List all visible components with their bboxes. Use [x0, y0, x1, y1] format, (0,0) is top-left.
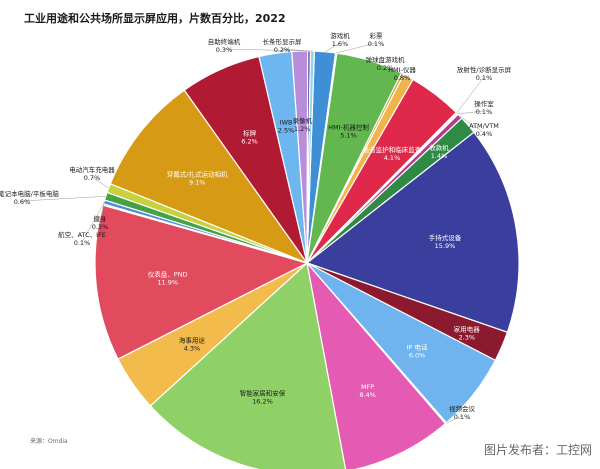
leader-lines — [21, 42, 485, 424]
slice-label-slice-1: 彩票 — [370, 31, 384, 40]
slice-value-slice-23: 6.2% — [241, 137, 258, 145]
slice-value-slice-1: 0.1% — [368, 40, 385, 48]
leader-line-slice-3 — [384, 66, 403, 75]
leader-line-atm-vtm-8 — [459, 115, 485, 134]
leader-line-slice-21 — [91, 176, 109, 189]
slice-value-ip-12: 6.0% — [409, 351, 426, 359]
leader-line-slice-20 — [21, 196, 106, 202]
leader-line-slice-6 — [456, 76, 485, 114]
slice-value-slice-3: 0.2% — [377, 64, 394, 72]
slice-value-slice-6: 0.1% — [476, 74, 493, 82]
slice-value-slice-20: 0.6% — [14, 198, 31, 206]
slice-value-slice-19: 0.3% — [92, 223, 109, 231]
leader-line-slice-7 — [457, 110, 485, 115]
slice-label-slice-22: 穿戴式/扎式运动相机 — [167, 169, 228, 178]
slice-label-slice-23: 标牌 — [243, 128, 257, 137]
slice-label-slice-7: 操作室 — [474, 99, 494, 108]
slice-label-atm-vtm-8: ATM/VTM — [469, 122, 499, 130]
slice-label-slice-20: 三防笔记本电脑/平板电脑 — [0, 189, 59, 198]
source-note: 来源：Omdia — [30, 438, 68, 445]
leader-line-slice-19 — [99, 201, 105, 227]
pie-slice-slice-15 — [149, 261, 347, 469]
slice-value-hmi-4: 0.8% — [394, 74, 411, 82]
pie-slice-slice-10 — [305, 131, 520, 334]
slice-label-slice-0: 游戏机 — [330, 31, 350, 40]
slice-label-slice-16: 海事用途 — [179, 336, 206, 345]
slice-value-slice-15: 16.2% — [252, 398, 273, 406]
slice-value-slice-9: 1.4% — [431, 152, 448, 160]
slice-value-slice-7: 0.1% — [476, 108, 493, 116]
slice-label-slice-25: 录像机 — [292, 116, 312, 125]
slice-label-pnd-17: 仪表盘、PND — [148, 270, 188, 279]
slice-value-slice-22: 9.1% — [189, 178, 206, 186]
pie-slices — [94, 50, 520, 469]
slice-value-atc-ife-18: 0.1% — [74, 239, 91, 247]
slice-label-atc-ife-18: 航空、ATC、IFE — [58, 230, 106, 239]
slice-value-slice-5: 4.1% — [384, 154, 401, 162]
slice-label-hmi-2: HMI-机器控制 — [328, 122, 369, 131]
slice-label-ip-12: IP 电话 — [407, 342, 428, 351]
slice-value-slice-16: 4.3% — [184, 345, 201, 353]
chart-title: 工业用途和公共场所显示屏应用，片数百分比，2022 — [24, 12, 286, 25]
slice-value-pnd-17: 11.9% — [157, 279, 178, 287]
slice-label-slice-21: 电动汽车充电器 — [69, 165, 115, 174]
pie-slice-pnd-17 — [94, 204, 309, 360]
slice-value-slice-25: 1.2% — [294, 125, 311, 133]
slice-label-slice-26: 长条形显示屏 — [263, 37, 303, 46]
leader-line-slice-1 — [336, 42, 377, 54]
slice-label-mfp-14: MFP — [361, 383, 374, 391]
pie-slice-slice-22 — [109, 89, 309, 265]
slice-label-slice-11: 家用电器 — [454, 325, 481, 334]
slice-label-slice-6: 放射性/诊断显示屏 — [457, 65, 512, 74]
slice-label-hmi-4: HMI-仪器 — [388, 66, 416, 74]
watermark-text: 图片发布者：工控网 — [483, 443, 592, 457]
pie-slice-mfp-14 — [306, 260, 447, 469]
slice-value-slice-10: 15.9% — [435, 242, 456, 250]
slice-value-slice-11: 2.3% — [459, 334, 476, 342]
slice-label-slice-10: 手持式设备 — [429, 233, 462, 242]
slice-value-slice-13: 0.1% — [454, 413, 471, 421]
slice-label-slice-19: 健身 — [94, 214, 108, 223]
slice-value-slice-0: 1.6% — [332, 40, 349, 48]
slice-labels: 游戏机1.6%彩票0.1%HMI-机器控制5.1%弹球盘游戏机0.2%HMI-仪… — [0, 31, 512, 421]
slice-value-hmi-2: 5.1% — [340, 131, 357, 139]
slice-value-mfp-14: 8.4% — [359, 391, 376, 399]
slice-value-slice-26: 0.2% — [274, 46, 291, 54]
slice-label-slice-13: 视频会议 — [449, 404, 476, 413]
slice-value-iwb-24: 2.5% — [278, 127, 295, 135]
slice-value-slice-27: 0.3% — [216, 46, 233, 54]
leader-line-slice-27 — [223, 48, 313, 52]
slice-label-slice-5: 患者监护和临床监查 — [363, 145, 422, 154]
leader-line-slice-13 — [445, 415, 463, 424]
slice-label-slice-15: 智能家居和安保 — [240, 389, 286, 398]
slice-label-slice-3: 弹球盘游戏机 — [366, 55, 406, 64]
slice-label-slice-27: 自助终端机 — [208, 37, 241, 46]
slice-label-slice-9: 收款机 — [429, 143, 449, 152]
slice-value-atm-vtm-8: 0.4% — [476, 130, 493, 138]
leader-line-slice-0 — [324, 42, 341, 53]
leader-line-atc-ife-18 — [81, 204, 104, 243]
slice-label-iwb-24: IWB — [280, 119, 293, 127]
slice-value-slice-21: 0.7% — [84, 174, 101, 182]
